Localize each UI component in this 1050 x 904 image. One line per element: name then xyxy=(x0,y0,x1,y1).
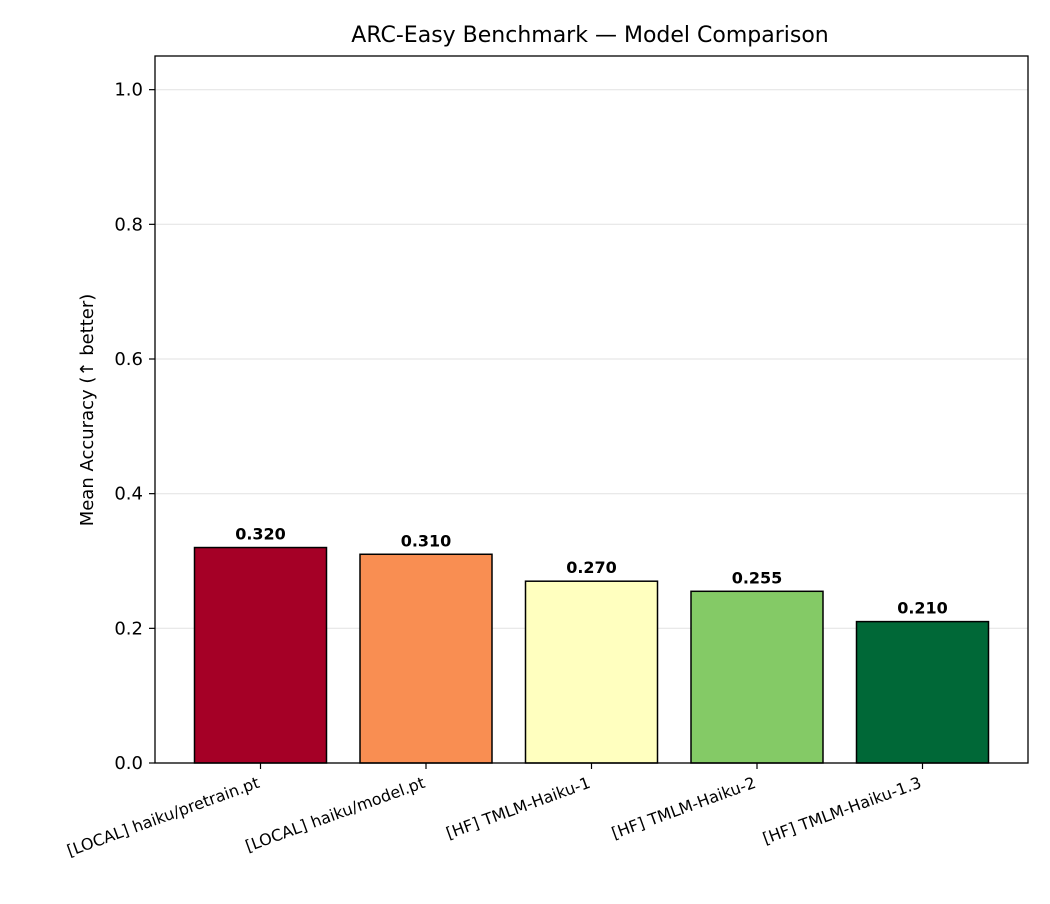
x-tick-label: [HF] TMLM-Haiku-1.3 xyxy=(760,773,924,848)
bar-value-label: 0.320 xyxy=(235,525,286,544)
bar-value-label: 0.255 xyxy=(732,568,783,587)
bar-value-label: 0.210 xyxy=(897,599,948,618)
x-tick-label: [HF] TMLM-Haiku-2 xyxy=(609,773,758,843)
y-tick-label: 1.0 xyxy=(114,80,143,101)
y-tick-label: 0.0 xyxy=(114,753,143,774)
bar xyxy=(855,620,990,764)
y-axis-label: Mean Accuracy (↑ better) xyxy=(77,294,98,527)
y-tick-label: 0.6 xyxy=(114,349,143,370)
x-axis: [LOCAL] haiku/pretrain.pt[LOCAL] haiku/m… xyxy=(64,763,924,860)
chart-title: ARC-Easy Benchmark — Model Comparison xyxy=(351,23,828,48)
y-tick-label: 0.8 xyxy=(114,214,143,235)
x-tick-label: [HF] TMLM-Haiku-1 xyxy=(444,773,593,843)
x-tick-label: [LOCAL] haiku/model.pt xyxy=(243,773,428,856)
bar xyxy=(524,580,659,764)
y-axis: 0.0 0.2 0.4 0.6 0.8 1.0 xyxy=(114,80,155,774)
bar xyxy=(359,553,493,764)
x-tick-label: [LOCAL] haiku/pretrain.pt xyxy=(64,773,261,860)
y-tick-label: 0.4 xyxy=(114,484,143,505)
bars xyxy=(193,546,990,764)
bar-value-label: 0.310 xyxy=(401,531,452,550)
bar xyxy=(193,546,328,764)
data-labels: 0.320 0.310 0.270 0.255 0.210 xyxy=(235,525,948,618)
y-tick-label: 0.2 xyxy=(114,618,143,639)
bar xyxy=(690,590,824,764)
bar-value-label: 0.270 xyxy=(566,558,617,577)
